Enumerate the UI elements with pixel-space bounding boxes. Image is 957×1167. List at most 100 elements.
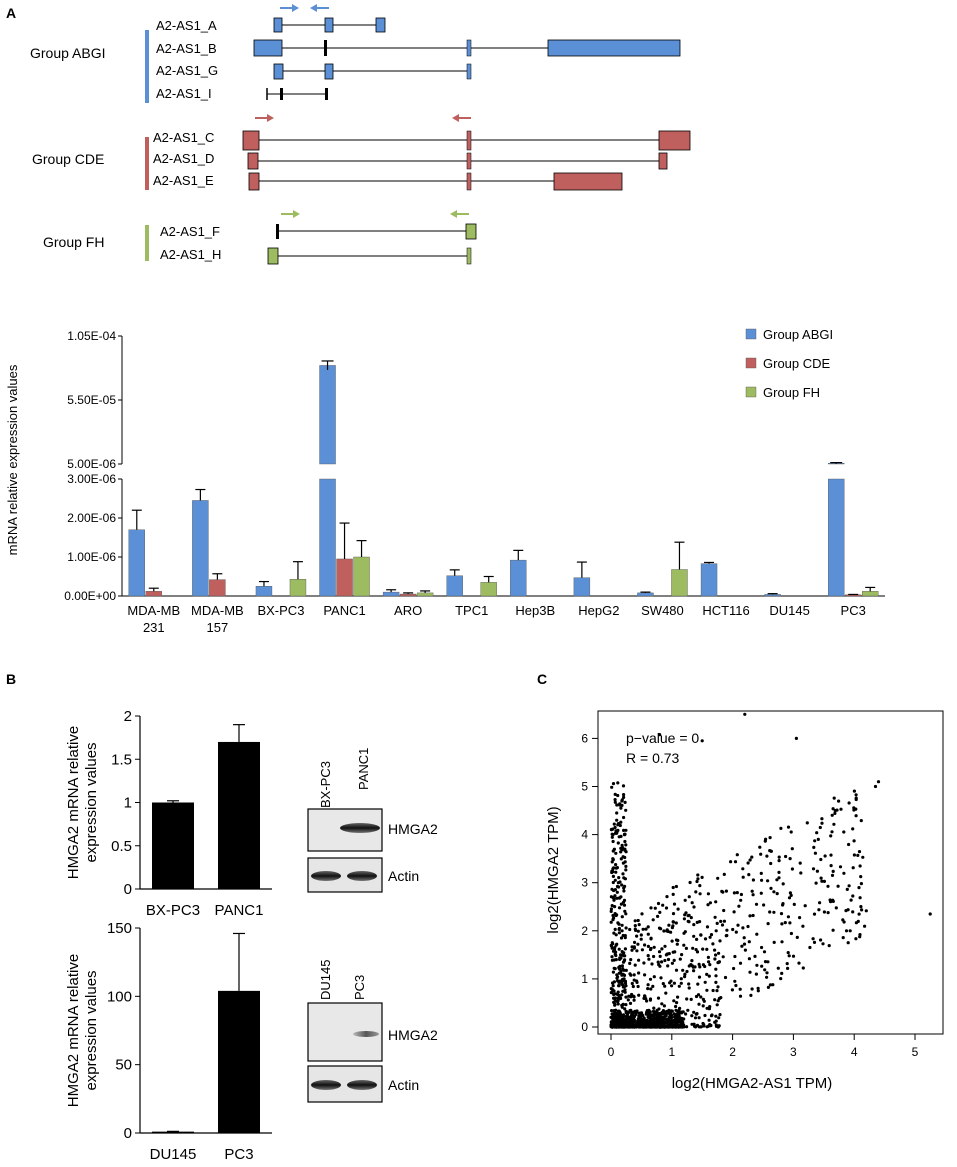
scatter-point bbox=[755, 932, 759, 936]
scatter-point bbox=[692, 923, 696, 927]
scatter-point bbox=[747, 940, 751, 944]
scatter-point bbox=[756, 989, 760, 993]
scatter-point bbox=[836, 884, 840, 888]
panel-label-a: A bbox=[6, 5, 16, 21]
scatter-point bbox=[624, 808, 628, 812]
y-tick-label: 100 bbox=[107, 988, 132, 1005]
scatter-chart: 0 1 2 3 4 5 0 1 2 3 4 5 6 log2(HMGA2-AS1 TPM) log2(HMG… bbox=[545, 710, 944, 1092]
scatter-point bbox=[827, 944, 831, 948]
scatter-point bbox=[630, 945, 634, 949]
scatter-point bbox=[679, 1022, 683, 1026]
scatter-point bbox=[819, 938, 823, 942]
scatter-point bbox=[611, 849, 615, 853]
scatter-point bbox=[628, 972, 632, 976]
scatter-point bbox=[616, 1002, 620, 1006]
scatter-point bbox=[833, 809, 837, 813]
scatter-point bbox=[860, 908, 864, 912]
scatter-point bbox=[780, 922, 784, 926]
scatter-point bbox=[694, 890, 698, 894]
scatter-point bbox=[698, 920, 702, 924]
scatter-point bbox=[620, 843, 624, 848]
scatter-point bbox=[652, 1010, 656, 1014]
y-tick-label: 0 bbox=[124, 881, 132, 898]
scatter-point bbox=[619, 956, 623, 960]
scatter-point bbox=[615, 811, 619, 815]
scatter-point bbox=[742, 942, 747, 946]
bar bbox=[128, 529, 145, 597]
annotation-r: R = 0.73 bbox=[626, 750, 680, 766]
scatter-point bbox=[738, 961, 743, 965]
scatter-point bbox=[620, 983, 625, 987]
scatter-point bbox=[676, 995, 680, 999]
scatter-point bbox=[846, 941, 850, 945]
blot-lane-label: DU145 bbox=[318, 960, 333, 1000]
scatter-point bbox=[852, 808, 856, 812]
scatter-point bbox=[847, 884, 851, 888]
scatter-point bbox=[780, 971, 784, 976]
scatter-point bbox=[672, 999, 676, 1003]
scatter-point bbox=[803, 904, 807, 908]
scatter-point bbox=[711, 988, 715, 993]
scatter-point bbox=[706, 903, 710, 907]
isoform-h-structure bbox=[267, 247, 472, 265]
blot-label-actin: Actin bbox=[388, 1077, 419, 1093]
bar bbox=[446, 575, 463, 597]
scatter-point bbox=[707, 960, 711, 964]
scatter-point bbox=[769, 849, 773, 853]
scatter-point bbox=[818, 901, 822, 905]
scatter-point bbox=[613, 800, 617, 804]
scatter-point bbox=[750, 889, 754, 893]
scatter-point bbox=[626, 998, 630, 1002]
scatter-point bbox=[709, 933, 714, 937]
x-axis-label: log2(HMGA2-AS1 TPM) bbox=[672, 1075, 833, 1092]
scatter-point bbox=[616, 990, 620, 994]
scatter-point bbox=[646, 925, 650, 929]
scatter-point bbox=[763, 968, 767, 972]
scatter-point bbox=[609, 907, 614, 911]
scatter-point bbox=[779, 977, 783, 981]
scatter-point bbox=[787, 896, 792, 900]
scatter-point bbox=[713, 948, 717, 952]
scatter-point bbox=[623, 988, 627, 992]
scatter-point bbox=[851, 910, 855, 914]
scatter-point bbox=[618, 802, 622, 806]
scatter-point bbox=[801, 924, 805, 928]
scatter-point bbox=[786, 825, 791, 829]
scatter-point bbox=[714, 900, 718, 904]
scatter-point bbox=[612, 1000, 616, 1004]
scatter-point bbox=[822, 879, 827, 884]
scatter-point bbox=[839, 807, 843, 811]
scatter-point bbox=[787, 954, 791, 958]
scatter-point bbox=[677, 1015, 681, 1019]
scatter-point bbox=[760, 945, 764, 950]
scatter-point bbox=[811, 937, 815, 941]
scatter-point bbox=[696, 877, 700, 881]
scatter-point bbox=[822, 910, 827, 914]
scatter-point bbox=[622, 968, 626, 972]
scatter-point bbox=[646, 1015, 650, 1019]
isoform-g: A2-AS1_G bbox=[156, 63, 218, 78]
scatter-point bbox=[789, 893, 793, 898]
scatter-point bbox=[610, 941, 614, 945]
scatter-point bbox=[616, 781, 620, 785]
scatter-point bbox=[617, 965, 621, 970]
scatter-point bbox=[708, 1024, 713, 1028]
scatter-point bbox=[714, 974, 718, 978]
bar bbox=[828, 478, 845, 597]
isoform-c-structure bbox=[242, 130, 691, 151]
scatter-point bbox=[754, 902, 759, 906]
scatter-point bbox=[715, 989, 719, 993]
scatter-point bbox=[666, 957, 671, 962]
scatter-point bbox=[753, 954, 757, 959]
scatter-point bbox=[611, 918, 615, 922]
scatter-point bbox=[619, 820, 623, 824]
scatter-point bbox=[724, 889, 729, 893]
scatter-point bbox=[675, 942, 679, 946]
bar bbox=[700, 563, 718, 597]
scatter-point bbox=[714, 1019, 718, 1023]
isoform-b: A2-AS1_B bbox=[156, 41, 217, 56]
scatter-point bbox=[658, 954, 662, 959]
y-tick-label: 5.50E-05 bbox=[67, 393, 116, 407]
bar bbox=[336, 558, 353, 597]
bar bbox=[480, 582, 497, 597]
